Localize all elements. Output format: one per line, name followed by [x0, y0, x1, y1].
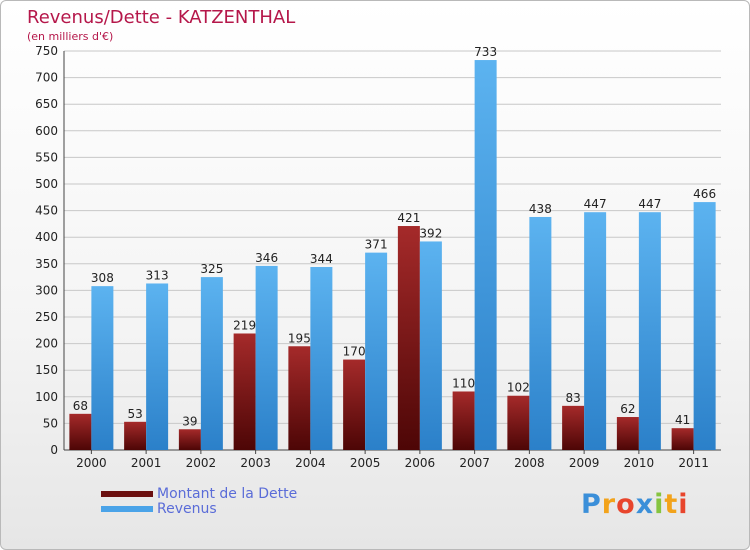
data-label: 421 [397, 211, 420, 225]
x-tick-label: 2008 [514, 456, 545, 470]
y-tick-label: 750 [35, 44, 58, 58]
y-tick-label: 400 [35, 230, 58, 244]
legend-item-revenus: Revenus [101, 500, 297, 517]
bar-revenus [200, 277, 223, 450]
bar-revenus [584, 212, 607, 450]
data-label: 344 [310, 252, 333, 266]
legend: Montant de la Dette Revenus [101, 485, 298, 517]
logo-letter: r [601, 489, 617, 520]
x-tick-label: 2003 [240, 456, 271, 470]
y-tick-label: 650 [35, 97, 58, 111]
y-tick-label: 250 [35, 310, 58, 324]
bar-dette [69, 413, 92, 450]
bar-dette [124, 421, 147, 450]
legend-label-revenus: Revenus [157, 500, 217, 517]
logo-letter: i [654, 489, 665, 520]
bar-dette [343, 359, 366, 450]
bar-dette [178, 429, 201, 450]
data-label: 466 [693, 187, 716, 201]
data-label: 371 [365, 238, 388, 252]
data-label: 102 [507, 381, 530, 395]
bar-dette [233, 333, 256, 450]
logo-letter: t [664, 489, 679, 520]
x-tick-label: 2006 [405, 456, 436, 470]
data-label: 68 [73, 399, 88, 413]
x-tick-label: 2005 [350, 456, 381, 470]
y-tick-label: 50 [43, 416, 58, 430]
logo-letter: x [635, 489, 655, 520]
legend-item-dette: Montant de la Dette [101, 485, 298, 502]
data-label: 62 [620, 402, 635, 416]
x-tick-label: 2009 [569, 456, 600, 470]
proxiti-logo: Proxiti [581, 489, 689, 520]
data-label: 170 [343, 345, 366, 359]
bar-revenus [474, 60, 497, 450]
y-tick-label: 700 [35, 71, 58, 85]
x-tick-label: 2002 [186, 456, 217, 470]
data-label: 447 [584, 197, 607, 211]
data-label: 83 [565, 391, 580, 405]
bar-revenus [693, 202, 716, 450]
data-label: 41 [675, 413, 690, 427]
bar-dette [507, 395, 530, 450]
y-tick-label: 200 [35, 337, 58, 351]
data-label: 195 [288, 331, 311, 345]
bar-dette [397, 226, 420, 450]
y-tick-label: 550 [35, 150, 58, 164]
y-tick-label: 600 [35, 124, 58, 138]
x-tick-label: 2001 [131, 456, 162, 470]
y-tick-label: 100 [35, 390, 58, 404]
logo-letter: o [616, 489, 636, 520]
y-tick-label: 300 [35, 283, 58, 297]
y-tick-label: 0 [50, 443, 58, 457]
y-tick-label: 450 [35, 204, 58, 218]
bar-revenus [419, 241, 442, 450]
bar-revenus [255, 265, 278, 450]
data-label: 392 [419, 226, 442, 240]
x-tick-label: 2011 [678, 456, 709, 470]
data-label: 438 [529, 202, 552, 216]
chart-title: Revenus/Dette - KATZENTHAL [27, 7, 296, 28]
legend-swatch-dette [101, 490, 153, 497]
data-label: 346 [255, 251, 278, 265]
bar-dette [288, 346, 311, 450]
y-tick-label: 150 [35, 363, 58, 377]
x-tick-label: 2000 [76, 456, 107, 470]
data-label: 313 [146, 268, 169, 282]
bar-revenus [529, 216, 552, 450]
data-label: 39 [182, 414, 197, 428]
data-label: 325 [200, 262, 223, 276]
x-tick-label: 2007 [459, 456, 490, 470]
x-tick-label: 2004 [295, 456, 326, 470]
y-tick-label: 350 [35, 257, 58, 271]
data-label: 53 [127, 407, 142, 421]
bar-revenus [146, 283, 169, 450]
bar-dette [616, 417, 639, 450]
bar-revenus [310, 266, 333, 450]
y-tick-label: 500 [35, 177, 58, 191]
data-label: 308 [91, 271, 114, 285]
data-label: 447 [638, 197, 661, 211]
logo-letter: i [678, 489, 689, 520]
bar-dette [452, 391, 475, 450]
chart-subtitle: (en milliers d'€) [27, 30, 114, 43]
bar-revenus [91, 286, 114, 450]
legend-swatch-revenus [101, 505, 153, 512]
bar-dette [562, 405, 585, 450]
data-label: 110 [452, 376, 475, 390]
bar-revenus [365, 252, 388, 450]
data-label: 733 [474, 45, 497, 59]
bar-dette [671, 428, 694, 450]
logo-letter: P [581, 489, 602, 520]
x-tick-label: 2010 [624, 456, 655, 470]
bar-revenus [638, 212, 661, 450]
legend-label-dette: Montant de la Dette [157, 485, 298, 502]
data-label: 219 [233, 318, 256, 332]
